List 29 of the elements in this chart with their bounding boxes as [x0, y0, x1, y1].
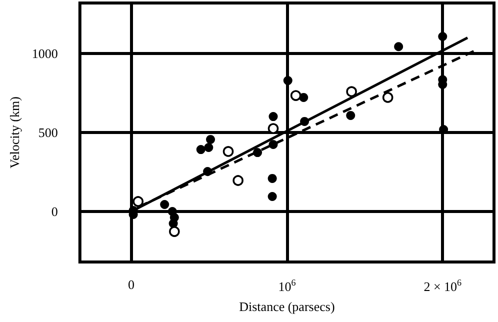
x-axis-title: Distance (parsecs) [239, 299, 335, 314]
point [300, 116, 310, 126]
point [206, 134, 216, 144]
y-tick-label: 0 [51, 204, 58, 219]
x-tick-label: 0 [128, 277, 135, 292]
point [196, 145, 206, 154]
point [438, 32, 448, 41]
point [169, 226, 180, 237]
point [253, 148, 262, 158]
point [132, 196, 144, 207]
point [160, 200, 170, 210]
point [268, 192, 277, 201]
point [290, 90, 302, 101]
point [346, 86, 357, 97]
y-tick-label: 500 [38, 125, 58, 140]
point [268, 112, 278, 122]
y-axis-title: Velocity (km) [7, 96, 22, 168]
point [204, 143, 214, 152]
point [394, 42, 404, 52]
point [232, 175, 244, 186]
point [268, 123, 279, 134]
point [382, 92, 394, 103]
point [346, 110, 356, 120]
y-tick-label: 1000 [32, 46, 58, 62]
point [203, 167, 212, 176]
point [268, 140, 278, 149]
point [268, 174, 277, 183]
point [283, 76, 292, 86]
point [222, 146, 234, 157]
